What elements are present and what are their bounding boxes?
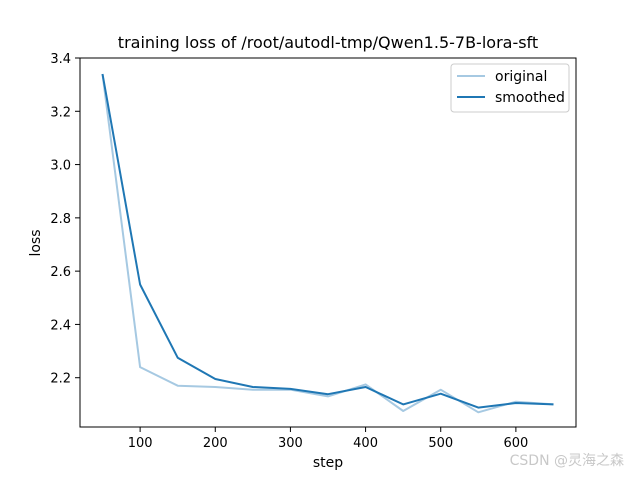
x-tick-label: 400 [353, 436, 378, 451]
y-tick-label: 2.6 [50, 265, 71, 280]
watermark-text: CSDN @灵海之森 [509, 453, 624, 469]
series-line-smoothed [101, 73, 554, 409]
y-axis-label: loss [28, 229, 44, 256]
x-tick-label: 200 [203, 436, 228, 451]
chart-title: training loss of /root/autodl-tmp/Qwen1.… [118, 33, 538, 52]
legend-label-original: original [495, 69, 547, 85]
y-tick-label: 3.0 [50, 159, 71, 174]
y-tick-label: 3.2 [50, 105, 71, 120]
legend: original smoothed [450, 63, 570, 113]
x-tick-label: 500 [428, 436, 453, 451]
plot-frame [79, 57, 577, 428]
series-line-original [101, 73, 554, 414]
y-tick-label: 3.4 [50, 52, 71, 67]
x-tick-label: 100 [128, 436, 153, 451]
x-axis: 100 200 300 400 500 600 [128, 427, 528, 451]
x-tick-label: 600 [503, 436, 528, 451]
y-tick-label: 2.8 [50, 212, 71, 227]
y-tick-label: 2.4 [50, 318, 71, 333]
legend-label-smoothed: smoothed [495, 90, 565, 106]
series-layer [101, 73, 554, 414]
x-tick-label: 300 [278, 436, 303, 451]
y-axis: 2.2 2.4 2.6 2.8 3.0 3.2 3.4 [50, 52, 80, 387]
x-axis-label: step [313, 455, 343, 471]
y-tick-label: 2.2 [50, 372, 71, 387]
